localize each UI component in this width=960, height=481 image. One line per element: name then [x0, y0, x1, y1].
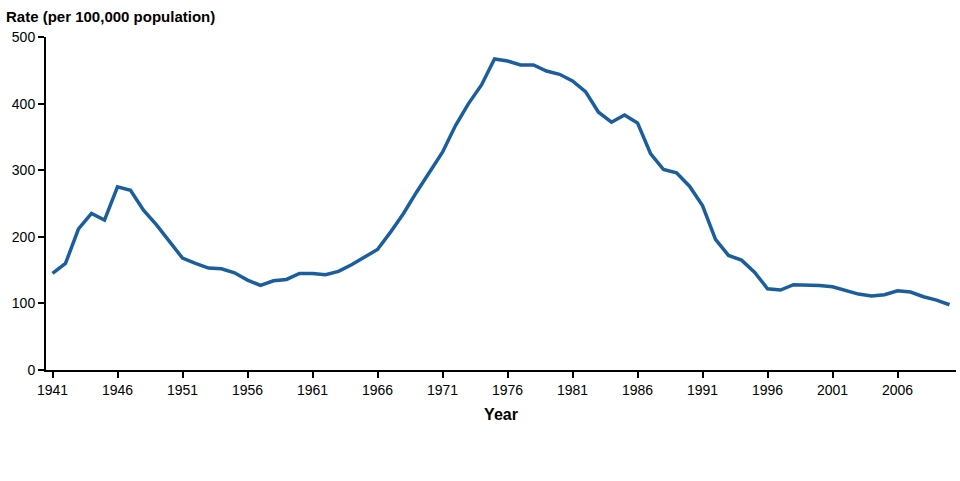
- svg-text:1946: 1946: [102, 382, 133, 398]
- svg-text:200: 200: [12, 229, 36, 245]
- svg-text:500: 500: [12, 29, 36, 45]
- svg-text:300: 300: [12, 162, 36, 178]
- svg-text:1966: 1966: [362, 382, 393, 398]
- svg-text:1991: 1991: [687, 382, 718, 398]
- svg-text:2001: 2001: [817, 382, 848, 398]
- svg-text:1981: 1981: [557, 382, 588, 398]
- svg-text:1971: 1971: [427, 382, 458, 398]
- svg-text:Rate (per 100,000 population): Rate (per 100,000 population): [6, 8, 215, 25]
- svg-text:100: 100: [12, 295, 36, 311]
- svg-text:1976: 1976: [492, 382, 523, 398]
- svg-text:400: 400: [12, 96, 36, 112]
- svg-text:1941: 1941: [37, 382, 68, 398]
- svg-text:1996: 1996: [752, 382, 783, 398]
- svg-text:1956: 1956: [232, 382, 263, 398]
- svg-text:1986: 1986: [622, 382, 653, 398]
- svg-text:2006: 2006: [882, 382, 913, 398]
- svg-text:1961: 1961: [297, 382, 328, 398]
- svg-text:1951: 1951: [167, 382, 198, 398]
- svg-text:0: 0: [27, 362, 35, 378]
- svg-text:Year: Year: [484, 406, 518, 423]
